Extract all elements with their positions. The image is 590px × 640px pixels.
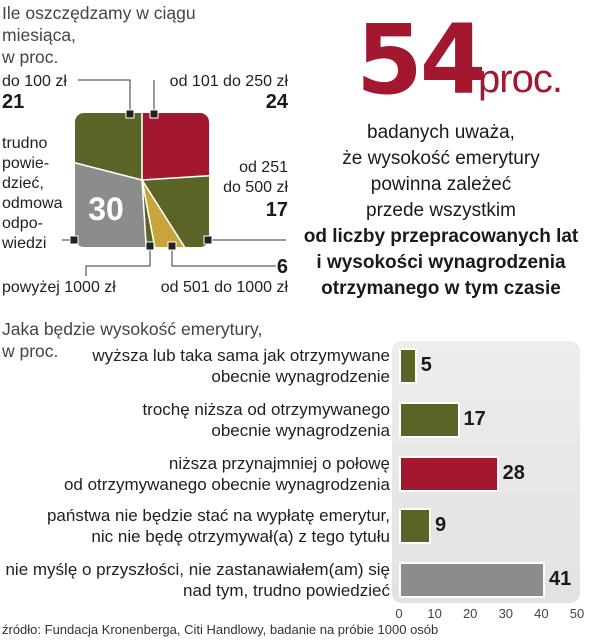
headline-line-3: powinna zależeć — [370, 174, 512, 195]
x-tick-1: 10 — [427, 606, 442, 621]
pie-slice-5 — [74, 112, 142, 180]
headline-line-4: przede wszystkim — [366, 200, 516, 221]
headline-bold-line-1: od liczby przepracowanych lat — [303, 226, 579, 247]
bar-chart-title: Jaka będzie wysokość emerytury, w proc. — [2, 319, 263, 361]
bar-category-1: trochę niższa od otrzymywanego obecnie w… — [142, 400, 390, 440]
pie-slice-4 — [74, 145, 151, 248]
bar-2 — [399, 456, 499, 492]
value-do-100: 21 — [2, 91, 25, 113]
value-101-250: 24 — [265, 91, 288, 113]
headline-line-2: że wysokość emerytury — [342, 148, 540, 169]
headline-line-1: badanych uważa, — [367, 122, 515, 143]
leader-251-500-marker — [203, 235, 213, 245]
bar-category-0: wyższa lub taka sama jak otrzymywane obe… — [92, 346, 390, 386]
leader-trudno-marker — [69, 235, 79, 245]
leader-101-250-marker — [149, 109, 159, 119]
source-note: źródło: Fundacja Kronenberga, Citi Handl… — [2, 622, 439, 637]
x-tick-0: 0 — [395, 606, 403, 621]
bar-category-4: nie myślę o przyszłości, nie zastanawiał… — [5, 560, 390, 600]
pie-value-30: 30 — [88, 191, 124, 227]
label-251-500: od 251 do 500 zł — [223, 159, 288, 196]
pie-chart-title: Ile oszczędzamy w ciągu miesiąca, w proc… — [2, 3, 196, 67]
headline-unit: proc. — [478, 57, 563, 101]
bar-0 — [399, 348, 417, 384]
pie-separator-1 — [141, 170, 210, 181]
x-tick-4: 40 — [534, 606, 549, 621]
bar-4 — [399, 562, 545, 598]
label-101-250: od 101 do 250 zł — [169, 73, 288, 90]
leader-501-1000 — [171, 246, 276, 267]
headline-bold-line-2: i wysokości wynagrodzenia — [316, 252, 566, 273]
headline-bold-line-3: otrzymanego w tym czasie — [321, 278, 561, 299]
label-powyzej-1000: powyżej 1000 zł — [2, 279, 116, 296]
pie-slice-1 — [142, 171, 210, 248]
leader-501-1000-marker — [167, 241, 177, 251]
x-tick-2: 20 — [462, 606, 478, 621]
value-501-1000: 6 — [276, 256, 288, 278]
leader-do-100 — [78, 79, 131, 114]
bar-3 — [399, 508, 432, 544]
pie-separator-3 — [141, 179, 170, 248]
headline-number: 54 — [356, 4, 487, 116]
bar-value-3: 9 — [435, 514, 447, 536]
leader-powyzej-1000-marker — [145, 241, 155, 251]
x-tick-3: 30 — [498, 606, 514, 621]
leader-powyzej-1000 — [85, 246, 151, 276]
label-trudno-powiedziec: trudno powie- dzieć, odmowa odpo- wiedzi — [2, 135, 63, 252]
pie-separator-2 — [141, 179, 210, 248]
x-tick-5: 50 — [569, 606, 585, 621]
value-251-500: 17 — [265, 199, 288, 221]
label-501-1000: od 501 do 1000 zł — [160, 279, 288, 296]
bar-value-0: 5 — [420, 354, 432, 376]
pie-border — [73, 111, 211, 249]
pie-slice-0 — [142, 112, 210, 180]
bar-value-4: 41 — [548, 568, 572, 590]
bar-1 — [399, 402, 460, 438]
bar-category-3: państwa nie będzie stać na wypłatę emery… — [46, 506, 390, 546]
label-do-100: do 100 zł — [2, 73, 67, 90]
leader-do-100-marker — [125, 109, 135, 119]
pie-slice-2 — [142, 180, 210, 248]
pie-slices — [74, 112, 210, 248]
pie-separator-4 — [141, 179, 152, 248]
bar-value-1: 17 — [463, 408, 486, 430]
bar-value-2: 28 — [502, 462, 525, 484]
bar-category-2: niższa przynajmniej o połowę od otrzymyw… — [63, 454, 390, 494]
